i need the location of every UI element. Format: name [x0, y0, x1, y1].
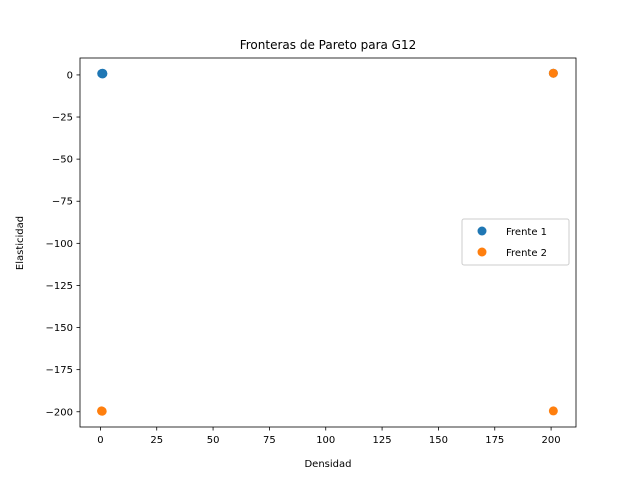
plot-area-frame — [79, 57, 577, 428]
x-tick-label: 100 — [316, 435, 335, 446]
x-tick-label: 50 — [207, 435, 220, 446]
y-tick-label: −125 — [46, 281, 73, 292]
legend-marker-frente-1 — [477, 226, 487, 236]
x-tick-label: 175 — [485, 435, 504, 446]
chart-title: Fronteras de Pareto para G12 — [240, 38, 417, 52]
x-tick-label: 75 — [263, 435, 276, 446]
y-tick-label: −175 — [46, 365, 73, 376]
x-axis-label: Densidad — [304, 459, 351, 470]
legend-marker-frente-2 — [477, 247, 487, 257]
y-tick-label: −75 — [52, 197, 73, 208]
legend-box — [461, 218, 570, 266]
y-tick-label: 0 — [67, 70, 73, 81]
data-points — [97, 68, 558, 416]
x-tick-label: 0 — [97, 435, 103, 446]
legend-label-frente-1: Frente 1 — [506, 227, 547, 238]
legend: Frente 1 Frente 2 — [461, 218, 570, 266]
y-tick-label: −150 — [46, 323, 73, 334]
point-series-2 — [97, 406, 107, 416]
y-tick-label: −25 — [52, 113, 73, 124]
y-tick-label: −100 — [46, 239, 73, 250]
x-axis-ticks: 0 25 50 75 100 125 150 175 200 — [97, 427, 561, 446]
y-axis-ticks: 0 −25 −50 −75 −100 −125 −150 −175 −200 — [46, 70, 80, 418]
point-series-2 — [548, 406, 558, 416]
x-tick-label: 25 — [150, 435, 163, 446]
y-tick-label: −50 — [52, 155, 73, 166]
y-tick-label: −200 — [46, 407, 73, 418]
point-series-1 — [98, 69, 108, 79]
x-tick-label: 125 — [373, 435, 392, 446]
point-series-2 — [548, 68, 558, 78]
legend-label-frente-2: Frente 2 — [506, 248, 547, 259]
y-axis-label: Elasticidad — [15, 216, 26, 270]
x-tick-label: 150 — [429, 435, 448, 446]
x-tick-label: 200 — [542, 435, 561, 446]
